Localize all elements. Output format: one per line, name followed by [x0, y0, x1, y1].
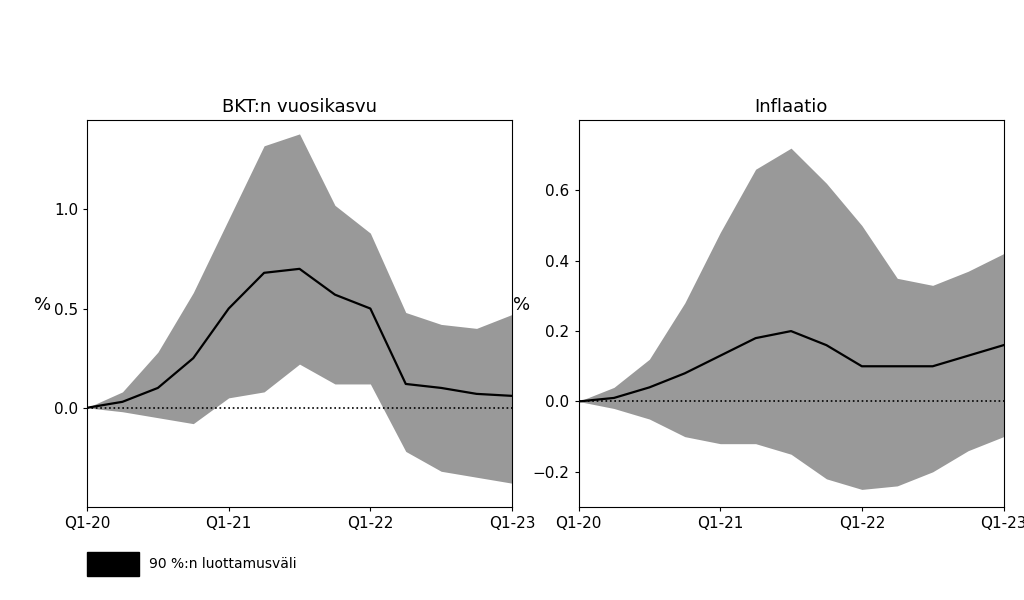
Y-axis label: %: % [34, 295, 51, 313]
Text: Pandemian aikaiset TLTRO-operaatiot tukeneet: Pandemian aikaiset TLTRO-operaatiot tuke… [10, 26, 416, 41]
Text: 90 %:n luottamusväli: 90 %:n luottamusväli [150, 557, 297, 571]
Text: lievästi talouden kasvua ja inflaatiota: lievästi talouden kasvua ja inflaatiota [10, 65, 336, 80]
Title: Inflaatio: Inflaatio [755, 98, 827, 116]
Y-axis label: %: % [513, 295, 530, 313]
Title: BKT:n vuosikasvu: BKT:n vuosikasvu [222, 98, 377, 116]
Bar [87, 552, 139, 576]
